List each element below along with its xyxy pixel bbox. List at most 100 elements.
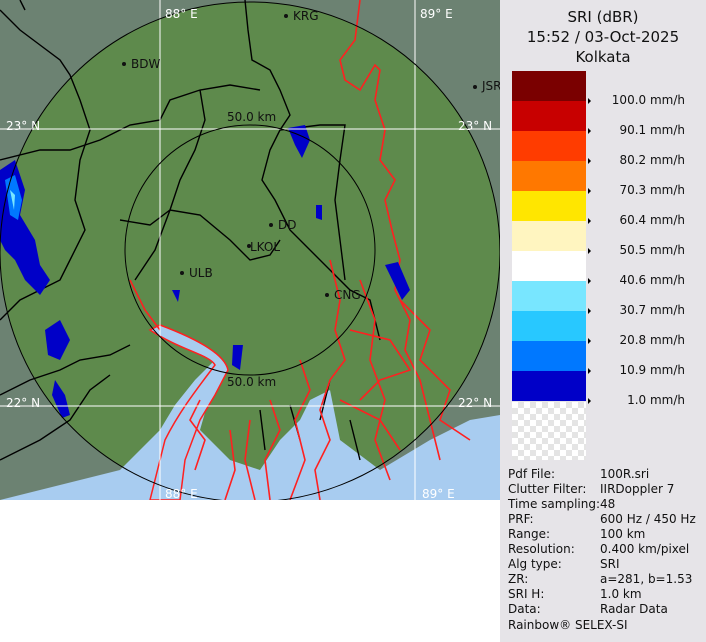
legend-swatch: [512, 251, 586, 281]
station-name: Kolkata: [575, 48, 631, 66]
info-key: SRI H:: [508, 587, 545, 601]
info-row: Clutter Filter: IIRDoppler 7: [508, 482, 674, 496]
info-value: 100R.sri: [600, 467, 650, 481]
city-marker-jsr: [473, 85, 477, 89]
info-row: SRI H: 1.0 km: [508, 587, 642, 601]
legend-label: 90.1 mm/h: [588, 123, 698, 137]
legend-swatch: [512, 281, 586, 311]
legend-swatch: [512, 71, 586, 101]
lat-label-23-left: 23° N: [6, 119, 40, 133]
info-value: 100 km: [600, 527, 646, 541]
lat-label-22-right: 22° N: [458, 396, 492, 410]
info-key: PRF:: [508, 512, 534, 526]
legend-label: 80.2 mm/h: [588, 153, 698, 167]
legend-value: 40.6 mm/h: [619, 273, 685, 287]
info-row: Pdf File: 100R.sri: [508, 467, 649, 481]
hooghly-river: [148, 324, 229, 500]
legend-tick-icon: [588, 217, 591, 224]
legend-label: 100.0 mm/h: [588, 93, 698, 107]
radar-coverage-area: [0, 2, 500, 500]
legend-swatch: [512, 341, 586, 371]
legend-tick-icon: [588, 307, 591, 314]
info-row: PRF: 600 Hz / 450 Hz: [508, 512, 696, 526]
info-key: Data:: [508, 602, 541, 616]
info-value: 0.400 km/pixel: [600, 542, 690, 556]
legend-label: 40.6 mm/h: [588, 273, 698, 287]
range-label-inner-top: 50.0 km: [227, 110, 276, 124]
info-row: Resolution: 0.400 km/pixel: [508, 542, 689, 556]
city-label-bdw: BDW: [131, 57, 160, 71]
legend-label: 60.4 mm/h: [588, 213, 698, 227]
info-value: SRI: [600, 557, 620, 571]
datetime: 15:52 / 03-Oct-2025: [526, 28, 680, 46]
info-row: Data: Radar Data: [508, 602, 668, 616]
lat-lon-grid: [0, 0, 500, 500]
info-value: Radar Data: [600, 602, 668, 616]
legend-value: 70.3 mm/h: [619, 183, 685, 197]
city-marker-krg: [284, 14, 288, 18]
legend-swatch: [512, 101, 586, 131]
legend-swatch: [512, 191, 586, 221]
legend-value: 100.0 mm/h: [611, 93, 685, 107]
legend-tick-icon: [588, 367, 591, 374]
rivers: [129, 0, 471, 500]
legend-tick-icon: [588, 157, 591, 164]
info-row: Range: 100 km: [508, 527, 645, 541]
city-marker-dd: [269, 223, 273, 227]
info-panel: SRI (dBR) 15:52 / 03-Oct-2025 Kolkata 10…: [500, 0, 706, 642]
info-key: Resolution:: [508, 542, 575, 556]
legend-value: 50.5 mm/h: [619, 243, 685, 257]
info-value: 48: [600, 497, 616, 511]
legend-label: 70.3 mm/h: [588, 183, 698, 197]
info-key: Time sampling:: [508, 497, 601, 511]
info-row: Time sampling:48: [508, 497, 615, 511]
city-marker-ulb: [180, 271, 184, 275]
lat-label-22-left: 22° N: [6, 396, 40, 410]
city-label-dd: DD: [278, 218, 296, 232]
city-marker-cng: [325, 293, 329, 297]
legend-swatch: [512, 131, 586, 161]
city-label-cng: CNG: [334, 288, 361, 302]
legend-tick-icon: [588, 337, 591, 344]
legend-swatch: [512, 311, 586, 341]
city-label-ulb: ULB: [189, 266, 213, 280]
legend-tick-icon: [588, 97, 591, 104]
product-title: SRI (dBR): [567, 8, 639, 26]
legend-swatch: [512, 371, 586, 401]
lon-label-88-bottom: 88° E: [165, 487, 198, 500]
legend-label: 50.5 mm/h: [588, 243, 698, 257]
legend-label: 20.8 mm/h: [588, 333, 698, 347]
legend-value: 30.7 mm/h: [619, 303, 685, 317]
info-row: Alg type: SRI: [508, 557, 620, 571]
legend-label: 1.0 mm/h: [588, 393, 698, 407]
legend-tick-icon: [588, 247, 591, 254]
legend-tick-icon: [588, 127, 591, 134]
info-row: ZR: a=281, b=1.53: [508, 572, 692, 586]
range-ring-100km: [0, 1, 500, 500]
district-boundaries: [0, 0, 381, 461]
range-label-inner-bottom: 50.0 km: [227, 375, 276, 389]
legend-tick-icon: [588, 187, 591, 194]
info-key: ZR:: [508, 572, 529, 586]
info-value: 1.0 km: [600, 587, 642, 601]
city-label-krg: KRG: [293, 9, 319, 23]
brand-label: Rainbow® SELEX-SI: [508, 618, 628, 632]
legend-tick-icon: [588, 277, 591, 284]
info-key: Range:: [508, 527, 551, 541]
info-key: Clutter Filter:: [508, 482, 587, 496]
legend-value: 20.8 mm/h: [619, 333, 685, 347]
legend-value: 10.9 mm/h: [619, 363, 685, 377]
legend-swatch: [512, 221, 586, 251]
info-value: IIRDoppler 7: [600, 482, 675, 496]
bay-of-bengal-water: [0, 360, 500, 500]
lon-label-89-top: 89° E: [420, 7, 453, 21]
legend-no-data-swatch: [512, 402, 586, 460]
info-key: Alg type:: [508, 557, 562, 571]
radar-map: 88° E 89° E 88° E 89° E 23° N 23° N 22° …: [0, 0, 500, 500]
lat-label-23-right: 23° N: [458, 119, 492, 133]
city-label-jsr: JSR: [481, 79, 500, 93]
city-label-lkol: LKOL: [250, 240, 280, 254]
info-value: 600 Hz / 450 Hz: [600, 512, 696, 526]
legend-value: 1.0 mm/h: [627, 393, 685, 407]
legend-label: 10.9 mm/h: [588, 363, 698, 377]
